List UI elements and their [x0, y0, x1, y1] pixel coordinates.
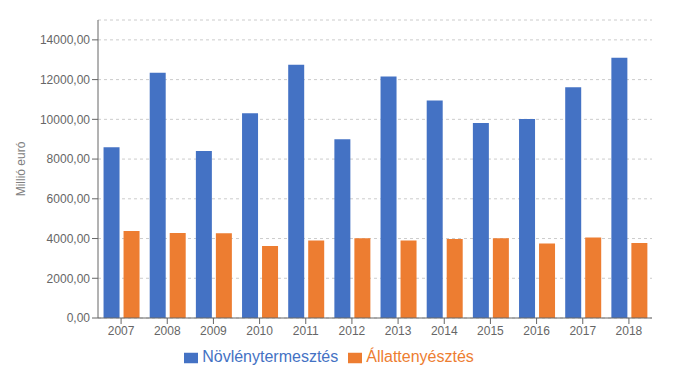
svg-text:4000,00: 4000,00 [47, 232, 91, 246]
svg-text:12000,00: 12000,00 [40, 73, 90, 87]
svg-text:2000,00: 2000,00 [47, 272, 91, 286]
svg-text:14000,00: 14000,00 [40, 33, 90, 47]
html-text:Növlénytermesztés: Növlénytermesztés [202, 348, 339, 365]
svg-text:Millió euró: Millió euró [14, 141, 28, 196]
html-text:Állattenyésztés: Állattenyésztés [366, 348, 474, 365]
svg-text:2009: 2009 [200, 324, 227, 338]
svg-text:2018: 2018 [616, 324, 643, 338]
svg-text:10000,00: 10000,00 [40, 113, 90, 127]
svg-text:8000,00: 8000,00 [47, 152, 91, 166]
svg-text:2007: 2007 [108, 324, 135, 338]
svg-text:2015: 2015 [477, 324, 504, 338]
svg-text:6000,00: 6000,00 [47, 192, 91, 206]
svg-text:2017: 2017 [569, 324, 596, 338]
svg-text:2011: 2011 [293, 324, 319, 338]
svg-text:2014: 2014 [431, 324, 458, 338]
svg-text:2012: 2012 [339, 324, 366, 338]
svg-text:2010: 2010 [246, 324, 273, 338]
svg-text:2016: 2016 [523, 324, 550, 338]
svg-text:2008: 2008 [154, 324, 181, 338]
svg-text:0,00: 0,00 [67, 311, 91, 325]
svg-text:2013: 2013 [385, 324, 412, 338]
